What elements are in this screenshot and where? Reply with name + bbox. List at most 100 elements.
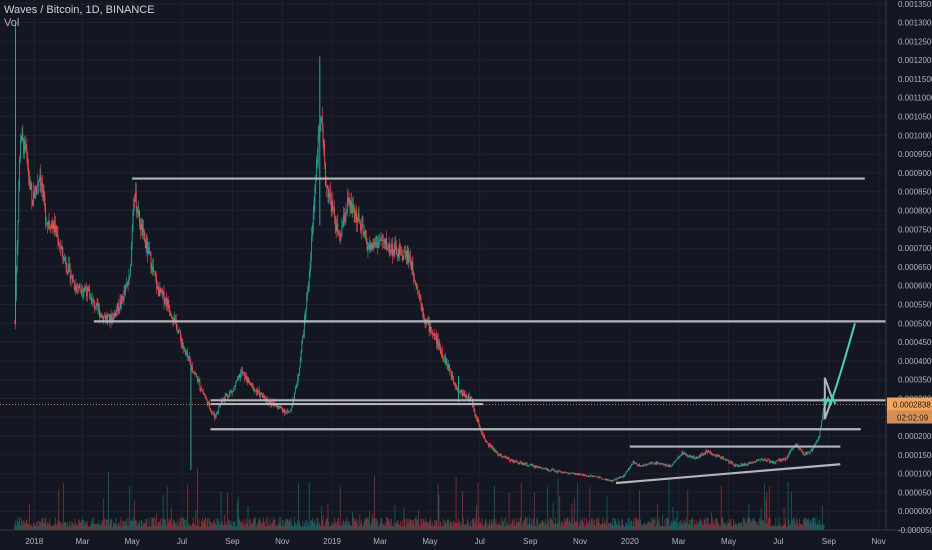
volume-bar — [208, 526, 210, 530]
candle-body — [138, 210, 140, 217]
candle-body — [278, 406, 280, 407]
candle-body — [24, 140, 26, 146]
volume-bar — [269, 518, 271, 530]
volume-bar — [726, 525, 728, 530]
volume-bar — [205, 525, 207, 530]
volume-bar — [369, 510, 371, 530]
volume-bar — [73, 525, 75, 530]
candle-body — [229, 392, 231, 394]
volume-bar — [447, 519, 449, 530]
candle-body — [141, 224, 143, 236]
candle-body — [302, 336, 304, 342]
volume-bar — [706, 517, 708, 530]
volume-bar — [599, 523, 601, 530]
candle-body — [401, 250, 403, 257]
volume-bar — [411, 522, 413, 530]
candle-body — [73, 281, 74, 282]
candle-body — [530, 464, 532, 466]
volume-bar — [819, 520, 821, 530]
volume-bar — [324, 526, 326, 530]
volume-bar — [278, 517, 280, 530]
candle-body — [396, 246, 397, 254]
candle-body — [259, 390, 260, 397]
candle-body — [188, 356, 189, 358]
candle-body — [234, 385, 236, 387]
volume-bar — [544, 524, 546, 530]
volume-bar — [524, 520, 526, 530]
candle-body — [242, 372, 244, 374]
volume-bar — [485, 518, 487, 530]
volume-bar — [403, 507, 405, 530]
symbol-title[interactable]: Waves / Bitcoin, 1D, BINANCE — [4, 4, 155, 16]
volume-bar — [214, 518, 216, 530]
volume-bar — [515, 525, 517, 530]
candle-body — [438, 343, 440, 346]
volume-bar — [782, 525, 784, 530]
candle-body — [380, 240, 382, 241]
volume-bar — [313, 522, 315, 530]
volume-bar — [387, 517, 388, 530]
candle-body — [330, 198, 332, 212]
candle-body — [356, 217, 358, 223]
volume-bar — [342, 525, 344, 530]
volume-bar — [472, 519, 474, 530]
price-axis[interactable]: 0.00135000.00130000.00125000.00120000.00… — [898, 0, 932, 535]
candle-body — [650, 462, 652, 465]
candle-body — [260, 393, 262, 394]
volume-bar — [507, 522, 508, 530]
volume-bar — [468, 524, 470, 530]
volume-bar — [367, 517, 369, 530]
volume-bar — [166, 486, 168, 530]
volume-bar — [735, 524, 737, 530]
volume-bar — [179, 522, 180, 530]
volume-bar — [445, 523, 447, 530]
volume-bar — [708, 524, 710, 530]
volume-bar — [271, 523, 273, 530]
candle-body — [462, 392, 464, 396]
candles — [14, 22, 825, 483]
candle-body — [587, 475, 588, 477]
candle-body — [311, 236, 313, 254]
volume-bar — [163, 519, 165, 530]
volume-bar — [653, 519, 654, 530]
volume-bar — [374, 517, 376, 530]
volume-bar — [750, 519, 752, 530]
candle-body — [129, 274, 131, 277]
volume-bar — [677, 523, 679, 530]
volume-bar — [706, 523, 707, 530]
volume-bar — [210, 522, 212, 530]
candle-body — [431, 332, 433, 334]
volume-bar — [688, 524, 690, 530]
volume-bar — [579, 524, 581, 530]
time-axis[interactable]: 2018 Mar May Jul Sep Nov 2019 Mar May Jul Sep Nov 20… — [25, 537, 885, 546]
volume-bar — [341, 521, 343, 530]
triangle-pattern — [823, 377, 834, 420]
candle-body — [32, 199, 34, 206]
candle-body — [746, 464, 748, 466]
volume-bar — [385, 524, 387, 530]
candle-body — [685, 453, 687, 455]
candle-body — [36, 185, 38, 187]
candle-body — [687, 456, 689, 457]
volume-bar — [489, 519, 490, 530]
candle-body — [263, 395, 265, 397]
volume-bar — [771, 525, 773, 530]
volume-bar — [133, 517, 135, 530]
volume-bar — [502, 522, 504, 530]
candle-body — [153, 271, 155, 273]
candle-body — [604, 478, 606, 480]
candle-body — [821, 420, 822, 427]
candle-body — [419, 296, 421, 299]
volume-bar — [196, 468, 198, 530]
time-tick-label: May — [422, 537, 437, 546]
volume-bar — [82, 520, 84, 530]
candle-body — [585, 475, 587, 476]
volume-bar — [648, 521, 650, 530]
volume-label[interactable]: Vol — [4, 17, 20, 29]
volume-bar — [334, 521, 336, 530]
candle-body — [237, 377, 239, 378]
candle-body — [287, 411, 289, 412]
volume-bar — [405, 526, 406, 530]
